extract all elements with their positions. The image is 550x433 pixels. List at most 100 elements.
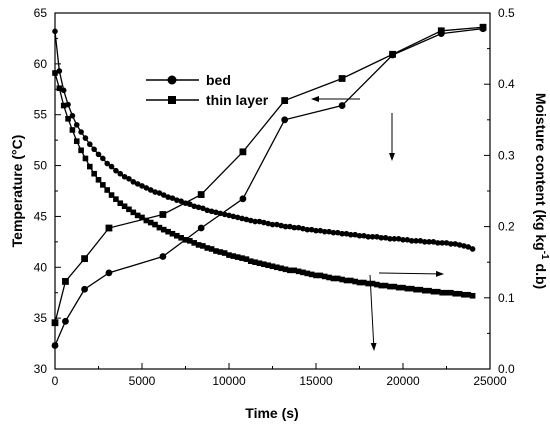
data-point-bed-temperature: [104, 160, 110, 167]
data-point-bed-temperature: [226, 212, 232, 219]
data-point-bed-temperature: [213, 209, 219, 216]
data-point-thin-layer-temperature: [95, 177, 102, 183]
data-point-bed-temperature: [230, 213, 237, 220]
data-point-bed-temperature: [461, 243, 467, 249]
y-axis-title-left: Temperature (°C): [9, 135, 25, 248]
data-point-thin-layer-temperature: [108, 192, 115, 198]
data-point-thin-layer-temperature: [443, 289, 450, 296]
data-point-bed-temperature: [169, 195, 176, 201]
y2-tick-label: 0.2: [498, 220, 515, 234]
data-point-thin-layer-temperature: [91, 170, 97, 177]
data-point-thin-layer-temperature: [104, 187, 110, 193]
data-point-bed-temperature: [387, 236, 393, 242]
data-point-bed-temperature: [278, 222, 285, 229]
data-point-bed-temperature: [69, 112, 76, 119]
data-point-bed-temperature: [269, 221, 276, 228]
data-point-thin-layer-temperature: [213, 248, 219, 254]
data-point-thin-layer-temperature: [221, 250, 228, 256]
data-point-thin-layer-temperature: [452, 290, 458, 297]
data-point-thin-layer-temperature: [465, 291, 472, 298]
data-point-thin-layer-temperature: [160, 226, 167, 233]
y-tick-label: 45: [34, 209, 48, 223]
data-point-bed-temperature: [413, 238, 419, 244]
data-point-thin-layer-temperature: [300, 269, 306, 276]
data-point-thin-layer-temperature: [408, 285, 415, 292]
data-point-bed-temperature: [334, 229, 341, 236]
data-point-thin-layer-temperature: [269, 263, 276, 270]
data-point-thin-layer-temperature: [413, 286, 419, 293]
legend-label-bed: bed: [206, 72, 231, 88]
x-tick-label: 0: [52, 374, 59, 388]
data-point-bed-temperature: [113, 167, 119, 174]
data-point-thin-layer-temperature: [430, 288, 437, 295]
data-point-bed-temperature: [200, 205, 206, 212]
data-point-bed-temperature: [369, 233, 376, 240]
x-tick-label: 15000: [299, 374, 333, 388]
data-point-thin-layer-temperature: [191, 240, 197, 246]
data-point-thin-layer-temperature: [426, 287, 432, 294]
data-point-thin-layer-temperature: [126, 206, 132, 213]
data-point-bed-temperature: [56, 68, 63, 74]
x-tick-label: 20000: [386, 374, 420, 388]
data-point-bed-temperature: [382, 234, 389, 241]
data-point-thin-layer-temperature: [387, 283, 393, 290]
data-point-bed-temperature: [195, 204, 202, 211]
data-point-bed-temperature: [304, 226, 311, 233]
data-point-bed-temperature: [91, 146, 97, 153]
data-point-bed-temperature: [247, 217, 254, 224]
y-tick-label: 65: [34, 6, 48, 20]
data-point-thin-layer-temperature: [87, 163, 93, 170]
data-point-thin-layer-temperature: [243, 256, 250, 262]
data-point-thin-layer-temperature: [304, 270, 311, 277]
data-point-thin-layer-temperature: [69, 127, 76, 133]
y-tick-label: 35: [34, 311, 48, 325]
data-point-thin-layer-temperature: [261, 261, 267, 268]
data-point-thin-layer-temperature: [265, 262, 271, 269]
data-point-thin-layer-moisture-content: [197, 191, 205, 198]
data-point-bed-temperature: [252, 218, 258, 225]
data-point-bed-temperature: [456, 242, 463, 248]
data-point-thin-layer-temperature: [65, 115, 71, 122]
data-point-thin-layer-temperature: [369, 280, 376, 287]
data-point-bed-temperature: [317, 227, 324, 234]
data-point-bed-temperature: [391, 236, 398, 242]
data-point-thin-layer-moisture-content: [51, 319, 59, 327]
data-point-thin-layer-temperature: [339, 276, 345, 283]
data-point-bed-temperature: [417, 238, 424, 244]
data-point-thin-layer-temperature: [308, 271, 315, 278]
y2-title-end: d.b): [533, 260, 549, 290]
x-axis-title: Time (s): [245, 405, 298, 421]
y-tick-label: 30: [34, 362, 48, 376]
data-point-thin-layer-temperature: [226, 252, 232, 258]
data-point-thin-layer-temperature: [143, 217, 150, 224]
data-point-thin-layer-moisture-content: [479, 23, 487, 31]
legend-marker-square: [168, 96, 176, 104]
y2-tick-label: 0.5: [498, 6, 515, 20]
data-point-thin-layer-temperature: [461, 291, 467, 298]
legend-entry-thin-layer: thin layer: [146, 92, 269, 108]
data-point-thin-layer-temperature: [395, 284, 402, 291]
data-point-thin-layer-temperature: [469, 292, 476, 299]
legend-entry-bed: bed: [146, 72, 231, 88]
data-point-thin-layer-temperature: [435, 288, 441, 295]
data-point-bed-temperature: [426, 239, 432, 245]
data-point-bed-moisture-content: [239, 195, 247, 203]
data-point-bed-temperature: [465, 244, 472, 250]
data-point-bed-temperature: [404, 237, 411, 243]
data-point-thin-layer-temperature: [139, 214, 145, 221]
data-point-bed-temperature: [408, 238, 415, 244]
data-point-thin-layer-temperature: [295, 268, 302, 275]
data-point-thin-layer-temperature: [200, 243, 206, 249]
data-point-bed-temperature: [204, 207, 211, 214]
data-point-bed-temperature: [291, 224, 298, 231]
plot-area-frame: [54, 12, 491, 370]
data-point-bed-moisture-content: [105, 269, 113, 277]
data-point-bed-temperature: [256, 218, 263, 225]
data-point-bed-moisture-content: [51, 342, 59, 349]
data-point-thin-layer-temperature: [278, 265, 284, 272]
data-point-thin-layer-temperature: [82, 155, 89, 162]
data-point-bed-temperature: [134, 181, 141, 187]
data-point-thin-layer-temperature: [361, 279, 367, 286]
data-point-bed-temperature: [239, 215, 245, 222]
